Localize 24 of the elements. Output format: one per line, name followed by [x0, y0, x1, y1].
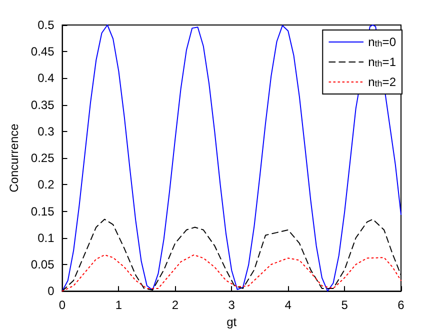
y-tick-label: 0.45 [30, 44, 55, 59]
y-tick-label: 0.5 [38, 18, 55, 32]
x-tick-label: 1 [115, 298, 122, 312]
legend-label: nth=2 [368, 75, 396, 89]
x-tick-label: 6 [398, 298, 405, 312]
x-tick-label: 3 [228, 298, 236, 312]
line-series [62, 24, 402, 292]
y-tick-label: 0.2 [38, 178, 55, 192]
y-tick-label: 0.15 [30, 204, 55, 218]
y-tick-label: 0.3 [38, 124, 55, 138]
x-tick-label: 5 [341, 298, 348, 312]
x-tick-label: 2 [172, 298, 179, 312]
legend-label: nth=1 [368, 55, 396, 69]
legend-label: nth=0 [368, 35, 396, 49]
y-tick-label: 0.25 [30, 151, 55, 166]
x-tick-label: 4 [284, 298, 292, 312]
y-tick-label: 0.1 [38, 230, 55, 245]
y-tick-label: 0.4 [38, 71, 55, 86]
y-axis-title: Concurrence [7, 123, 21, 192]
y-tick-label: 0.35 [30, 98, 55, 112]
x-axis-title: gt [226, 315, 238, 329]
y-tick-label: 0 [48, 284, 55, 298]
y-tick-label: 0.05 [30, 257, 55, 272]
x-tick-label: 0 [58, 298, 66, 312]
